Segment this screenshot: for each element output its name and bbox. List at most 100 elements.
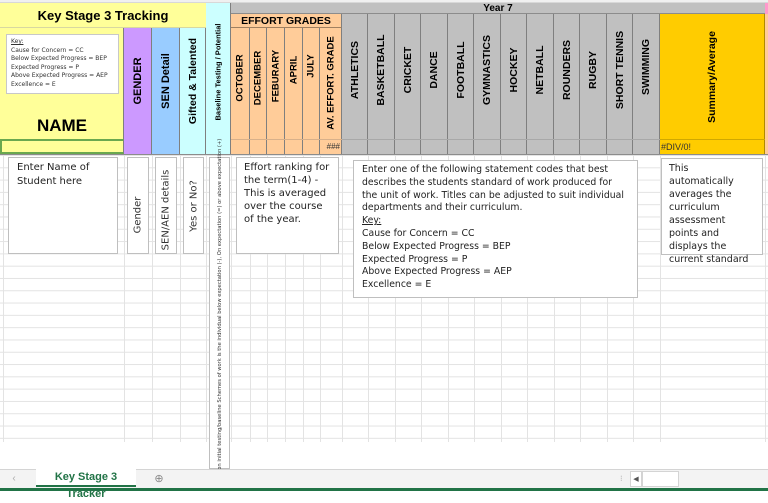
key-heading: Key: bbox=[11, 38, 24, 45]
effort-col-average[interactable]: AV. EFFORT. GRADE bbox=[320, 28, 342, 154]
tab-split-handle[interactable]: ⁝ bbox=[620, 474, 623, 483]
note-text: Effort ranking for the term(1-4) - This … bbox=[244, 162, 330, 225]
sport-col-label: DANCE bbox=[428, 51, 440, 89]
name-label: NAME bbox=[36, 116, 88, 135]
gridline bbox=[527, 155, 528, 442]
key-line: Cause for Concern = CC bbox=[11, 46, 84, 54]
sport-col-basketball[interactable]: BASKETBALL bbox=[368, 14, 395, 154]
add-sheet-icon[interactable]: ⊕ bbox=[154, 473, 164, 485]
key-box: Key: Cause for Concern = CC Below Expect… bbox=[6, 34, 119, 94]
top-stub-row bbox=[0, 0, 768, 3]
sport-col-athletics[interactable]: ATHLETICS bbox=[342, 14, 368, 154]
note-summary: This automatically averages the curricul… bbox=[661, 158, 763, 265]
sport-col-label: RUGBY bbox=[587, 51, 599, 89]
gridline bbox=[554, 155, 555, 442]
sport-col-label: ATHLETICS bbox=[348, 40, 361, 100]
effort-col-december[interactable]: DECEMBER bbox=[250, 28, 267, 154]
gridline bbox=[342, 155, 343, 442]
effort-col-label: FEBURARY bbox=[270, 49, 281, 103]
scroll-left-icon[interactable]: ◀ bbox=[630, 471, 642, 487]
row-divider bbox=[231, 139, 342, 140]
header-bottom-border bbox=[0, 154, 768, 155]
gridline bbox=[303, 155, 304, 442]
sheet-tab-key-stage-3-tracker[interactable]: Key Stage 3 Tracker bbox=[36, 469, 136, 500]
effort-col-july[interactable]: JULY bbox=[303, 28, 320, 154]
gender-header[interactable]: GENDER bbox=[124, 28, 152, 154]
sport-col-label: NETBALL bbox=[534, 45, 546, 95]
key-line: Above Expected Progress = AEP bbox=[11, 72, 108, 80]
note-line: Cause for Concern = CC bbox=[362, 227, 475, 239]
key-line: Excellence = E bbox=[11, 80, 56, 88]
gridline bbox=[206, 155, 207, 442]
gridline bbox=[765, 155, 766, 442]
status-bar-edge bbox=[0, 488, 768, 491]
gridline bbox=[501, 155, 502, 442]
horizontal-scrollbar-thumb[interactable] bbox=[642, 471, 679, 487]
effort-col-label: AV. EFFORT. GRADE bbox=[325, 36, 336, 131]
key-line: Expected Progress = P bbox=[11, 63, 79, 71]
sen-label: SEN Detail bbox=[159, 53, 172, 109]
note-gifted: Yes or No? bbox=[183, 157, 204, 254]
sport-col-hockey[interactable]: HOCKEY bbox=[501, 14, 527, 154]
name-header[interactable]: Key: Cause for Concern = CC Below Expect… bbox=[0, 28, 124, 139]
note-statement-codes: Enter one of the following statement cod… bbox=[353, 160, 638, 298]
note-sen: SEN/AEN details bbox=[155, 157, 177, 254]
summary-value[interactable]: #DIV/0! bbox=[661, 142, 692, 152]
row-divider bbox=[660, 139, 765, 140]
key-line: Below Expected Progress = BEP bbox=[11, 55, 107, 63]
gifted-header[interactable]: Gifted & Talented bbox=[180, 28, 206, 154]
sport-col-football[interactable]: FOOTBALL bbox=[448, 14, 474, 154]
sport-col-label: FOOTBALL bbox=[454, 41, 467, 99]
gridline bbox=[660, 155, 661, 442]
effort-col-label: OCTOBER bbox=[234, 54, 246, 103]
gridline bbox=[124, 155, 125, 442]
page-title: Key Stage 3 Tracking bbox=[37, 8, 169, 23]
gifted-label: Gifted & Talented bbox=[186, 37, 199, 124]
nav-prev-sheet-icon[interactable]: ‹ bbox=[12, 473, 16, 484]
gridline bbox=[152, 155, 153, 442]
sport-col-cricket[interactable]: CRICKET bbox=[395, 14, 421, 154]
sport-col-rounders[interactable]: ROUNDERS bbox=[554, 14, 580, 154]
effort-col-october[interactable]: OCTOBER bbox=[231, 28, 250, 154]
sen-header[interactable]: SEN Detail bbox=[152, 28, 180, 154]
sport-col-label: SHORT TENNIS bbox=[613, 30, 626, 110]
effort-col-feburary[interactable]: FEBURARY bbox=[267, 28, 285, 154]
effort-col-label: APRIL bbox=[288, 55, 299, 84]
sport-col-netball[interactable]: NETBALL bbox=[527, 14, 554, 154]
note-text: SEN/AEN details bbox=[160, 169, 172, 251]
note-gender: Gender bbox=[127, 157, 149, 254]
effort-col-label: JULY bbox=[305, 54, 317, 78]
year-band[interactable]: Year 7 bbox=[231, 3, 765, 14]
effort-col-april[interactable]: APRIL bbox=[285, 28, 303, 154]
note-text: Enter one of the following statement cod… bbox=[362, 164, 624, 214]
gridline bbox=[180, 155, 181, 442]
note-baseline: Based on initial testing/baseline Scheme… bbox=[209, 139, 230, 487]
gender-label: GENDER bbox=[131, 57, 144, 105]
sport-col-short-tennis[interactable]: SHORT TENNIS bbox=[607, 14, 633, 154]
note-line: Expected Progress = P bbox=[362, 253, 468, 265]
note-text: Yes or No? bbox=[188, 179, 199, 232]
baseline-label: Baseline Testing / Potential bbox=[213, 23, 223, 121]
gridline bbox=[267, 155, 268, 442]
baseline-header[interactable]: Baseline Testing / Potential bbox=[206, 3, 231, 154]
sport-col-label: SWIMMING bbox=[640, 39, 652, 96]
sport-col-swimming[interactable]: SWIMMING bbox=[633, 14, 660, 154]
note-effort: Effort ranking for the term(1-4) - This … bbox=[236, 157, 339, 254]
av-effort-value[interactable]: ### bbox=[326, 142, 340, 151]
summary-header[interactable]: Summary/Average bbox=[660, 14, 765, 154]
sport-col-label: HOCKEY bbox=[507, 47, 520, 93]
name-cell-selected[interactable] bbox=[0, 139, 124, 154]
sport-col-dance[interactable]: DANCE bbox=[421, 14, 448, 154]
sport-col-rugby[interactable]: RUGBY bbox=[580, 14, 607, 154]
gridline bbox=[250, 155, 251, 442]
sport-col-label: GYMNASTICS bbox=[481, 34, 493, 106]
gridline bbox=[580, 155, 581, 442]
gridline bbox=[421, 155, 422, 442]
gridline bbox=[607, 155, 608, 442]
sport-col-gymnastics[interactable]: GYMNASTICS bbox=[474, 14, 501, 154]
note-text: Gender bbox=[132, 196, 144, 234]
effort-grades-header[interactable]: EFFORT GRADES bbox=[231, 14, 342, 28]
title-cell[interactable]: Key Stage 3 Tracking bbox=[0, 3, 231, 28]
note-line: Excellence = E bbox=[362, 279, 432, 291]
sport-col-label: ROUNDERS bbox=[560, 39, 573, 101]
